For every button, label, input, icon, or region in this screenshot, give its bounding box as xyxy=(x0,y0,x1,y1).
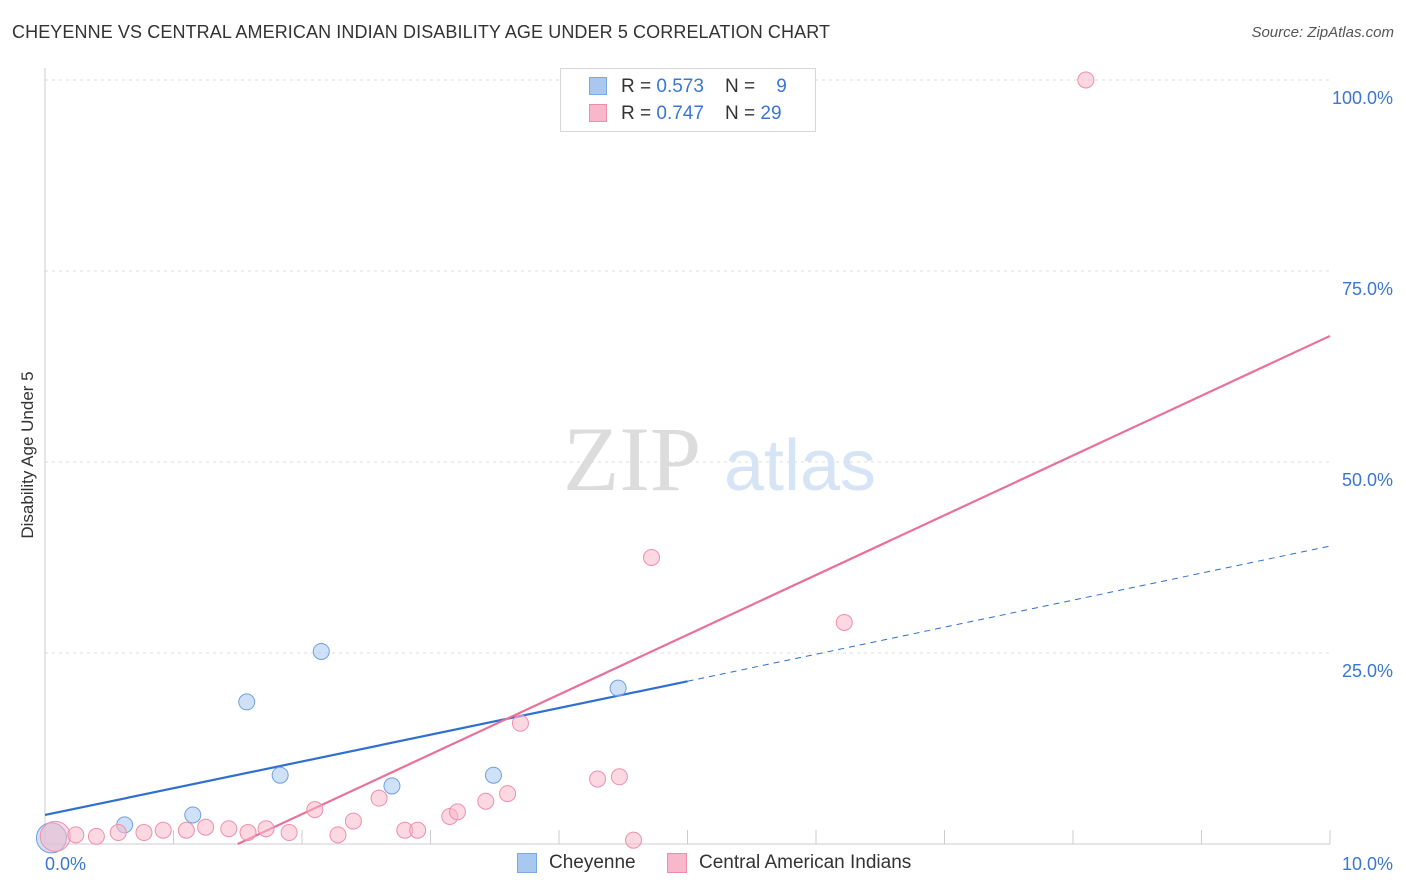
trend-line-central-american-indians xyxy=(237,334,1331,845)
point-central-american-indians xyxy=(589,770,607,788)
point-central-american-indians xyxy=(625,831,643,849)
bottom-legend-swatch-cheyenne xyxy=(517,853,537,873)
bottom-legend-swatch-central-american-indians xyxy=(667,853,687,873)
bottom-legend-label-cheyenne: Cheyenne xyxy=(549,852,636,873)
point-central-american-indians xyxy=(154,821,172,839)
point-central-american-indians xyxy=(197,818,215,836)
legend-r-label: R = xyxy=(621,76,657,97)
point-central-american-indians xyxy=(835,613,853,631)
point-central-american-indians xyxy=(67,826,85,844)
point-central-american-indians xyxy=(643,549,661,566)
point-cheyenne xyxy=(383,777,401,795)
point-central-american-indians xyxy=(257,820,275,838)
legend-r-value: 0.573 xyxy=(656,76,704,97)
y-tick-label: 50.0% xyxy=(1342,470,1393,490)
point-central-american-indians xyxy=(370,789,388,807)
watermark-zip: ZIP xyxy=(563,408,701,510)
grid-lines xyxy=(45,79,1330,654)
y-tick-label: 75.0% xyxy=(1342,279,1393,299)
point-central-american-indians xyxy=(409,821,427,839)
chart-title: CHEYENNE VS CENTRAL AMERICAN INDIAN DISA… xyxy=(12,22,831,42)
point-central-american-indians xyxy=(499,785,517,803)
legend-n-label: N = xyxy=(725,103,761,124)
point-cheyenne xyxy=(609,679,627,697)
point-central-american-indians xyxy=(239,824,257,842)
y-tick-labels: 25.0% 50.0% 75.0% 100.0% xyxy=(1332,88,1393,681)
legend-swatch-cheyenne xyxy=(589,77,607,95)
point-central-american-indians xyxy=(177,821,195,839)
point-cheyenne xyxy=(184,806,202,824)
point-central-american-indians xyxy=(220,820,238,838)
legend: R = 0.573 N = 9 R = 0.747 N = 29 xyxy=(560,68,816,132)
legend-r-value: 0.747 xyxy=(656,103,704,124)
x-tick-labels: 0.0% 10.0% xyxy=(45,854,1393,874)
legend-n-label: N = xyxy=(725,76,761,97)
y-tick-label: 100.0% xyxy=(1332,88,1393,108)
point-central-american-indians xyxy=(329,826,347,844)
point-central-american-indians xyxy=(448,803,466,821)
axes xyxy=(44,68,1331,845)
source-label: Source: ZipAtlas.com xyxy=(1251,24,1394,41)
bottom-legend-label-central-american-indians: Central American Indians xyxy=(699,852,912,873)
point-central-american-indians xyxy=(477,792,495,810)
point-central-american-indians xyxy=(135,824,153,842)
trend-line-cheyenne xyxy=(44,680,688,817)
point-cheyenne xyxy=(238,693,256,711)
point-cheyenne xyxy=(312,642,330,660)
legend-n-value: 9 xyxy=(776,76,787,97)
data-points xyxy=(35,71,1095,854)
point-central-american-indians xyxy=(306,801,324,819)
x-tick-label: 0.0% xyxy=(45,854,86,874)
point-central-american-indians xyxy=(1077,71,1095,89)
y-tick-label: 25.0% xyxy=(1342,661,1393,681)
trend-line-cheyenne-extension xyxy=(687,545,1331,682)
legend-swatch-central-american-indians xyxy=(589,104,607,122)
point-central-american-indians xyxy=(87,827,105,845)
x-tick-label: 10.0% xyxy=(1342,854,1393,874)
point-central-american-indians xyxy=(344,812,362,830)
point-cheyenne xyxy=(271,766,289,784)
point-central-american-indians xyxy=(511,714,529,732)
trend-lines xyxy=(44,334,1331,845)
watermark-atlas: atlas xyxy=(724,426,876,506)
point-central-american-indians xyxy=(109,824,127,842)
y-axis-label: Disability Age Under 5 xyxy=(18,371,37,539)
legend-r-label: R = xyxy=(621,103,657,124)
point-central-american-indians xyxy=(610,768,628,786)
point-central-american-indians xyxy=(280,824,298,842)
point-central-american-indians xyxy=(39,820,71,852)
legend-n-value: 29 xyxy=(760,103,782,124)
point-cheyenne xyxy=(484,766,502,784)
